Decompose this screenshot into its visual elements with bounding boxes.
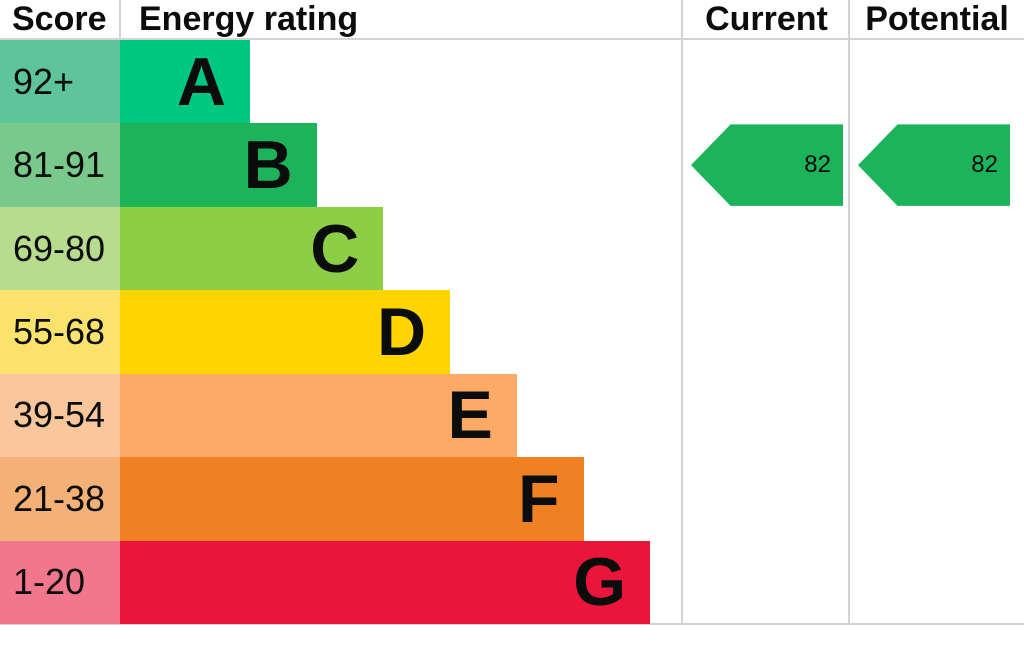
band-bar-f: F [120, 457, 584, 541]
band-letter-c: C [310, 210, 360, 287]
band-bar-d: D [120, 290, 451, 374]
band-row-a: 92+ A [0, 40, 681, 124]
band-letter-d: D [376, 293, 427, 370]
band-letter-a: A [176, 43, 226, 120]
current-rating-arrow: 82 [691, 124, 843, 206]
band-row-b: 81-91 B [0, 123, 681, 207]
band-bar-g: G [120, 540, 651, 624]
header-score: Score [12, 0, 107, 38]
header-current: Current [705, 0, 828, 38]
header-potential: Potential [865, 0, 1009, 38]
band-row-e: 39-54 E [0, 373, 681, 458]
band-bar-c: C [120, 206, 384, 291]
band-letter-e: E [447, 377, 493, 454]
band-bar-b: B [120, 123, 317, 207]
score-range-g: 1-20 [0, 540, 120, 624]
potential-column-divider [848, 0, 850, 625]
band-letter-b: B [243, 127, 293, 204]
score-range-c: 69-80 [0, 206, 120, 291]
header-energy-rating: Energy rating [139, 0, 359, 38]
potential-rating-arrow: 82 [858, 124, 1010, 206]
potential-rating-value: 82 [971, 151, 998, 179]
chart-bottom-border [0, 623, 1024, 625]
band-row-f: 21-38 F [0, 457, 681, 541]
header-bottom-border [0, 38, 1024, 40]
score-range-f: 21-38 [0, 457, 120, 541]
band-row-d: 55-68 D [0, 290, 681, 374]
band-row-g: 1-20 G [0, 540, 681, 624]
band-bar-a: A [120, 40, 250, 124]
score-range-d: 55-68 [0, 290, 120, 374]
band-row-c: 69-80 C [0, 206, 681, 291]
band-bar-e: E [120, 373, 517, 458]
score-range-e: 39-54 [0, 373, 120, 458]
band-letter-g: G [573, 544, 627, 621]
score-column-divider [119, 0, 121, 38]
current-column-divider [681, 0, 683, 625]
score-range-b: 81-91 [0, 123, 120, 207]
band-letter-f: F [517, 460, 560, 537]
current-rating-value: 82 [804, 151, 831, 179]
score-range-a: 92+ [0, 40, 120, 124]
